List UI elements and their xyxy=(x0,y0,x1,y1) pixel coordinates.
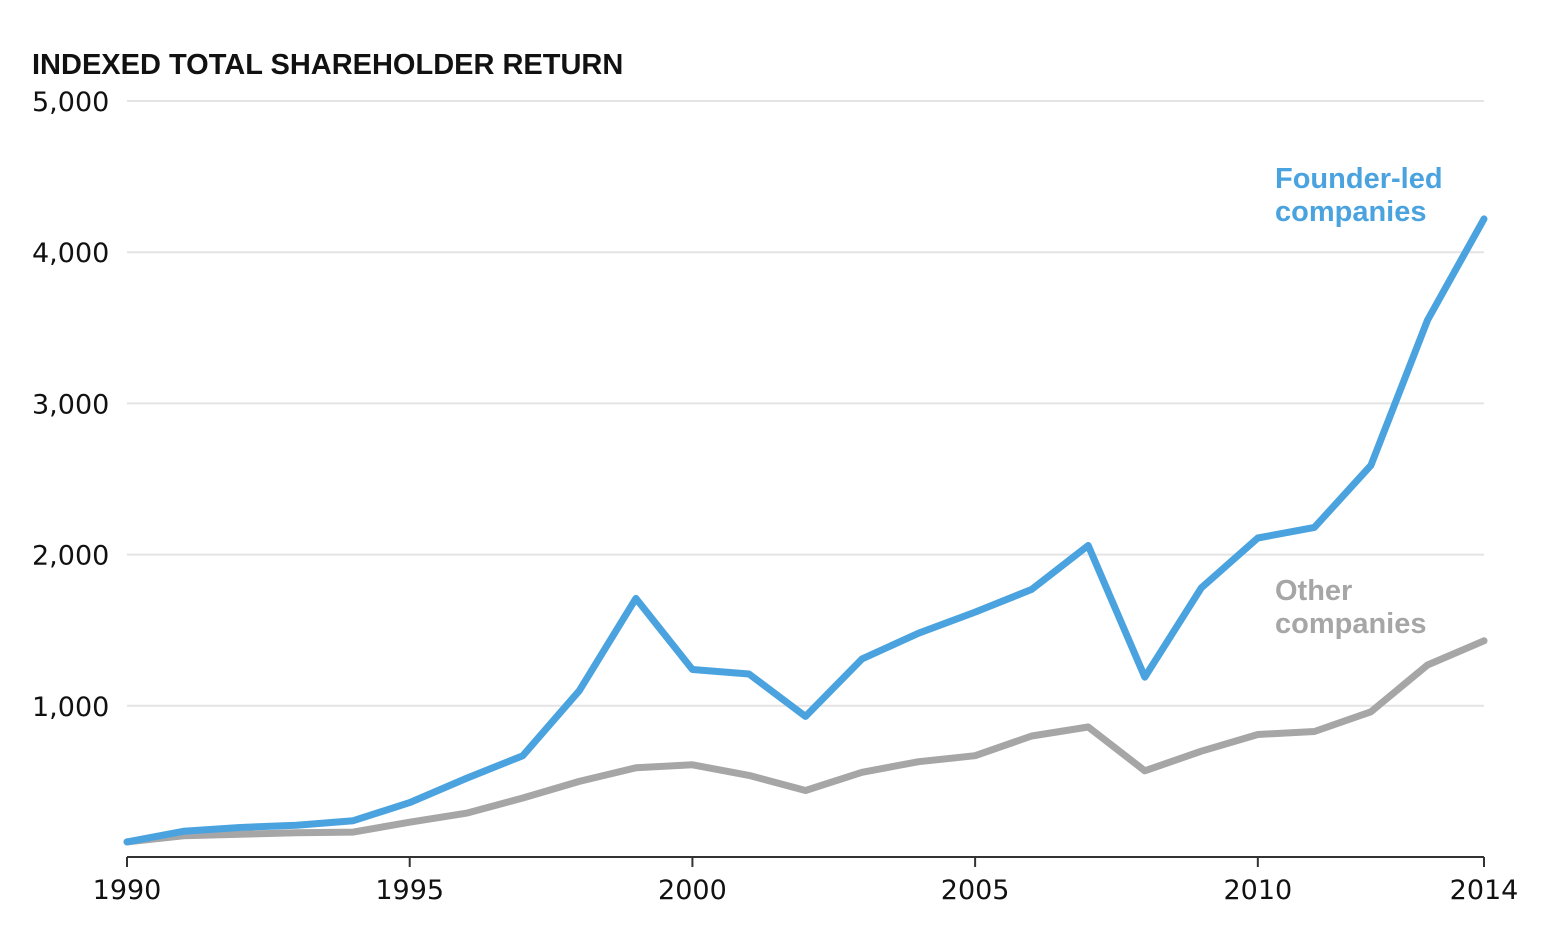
x-tick-label: 1995 xyxy=(375,875,444,906)
founder-label-line-1: Founder-led xyxy=(1275,163,1443,195)
founder-label-line-2: companies xyxy=(1275,196,1427,228)
series-label-other: Other companies xyxy=(1275,575,1427,640)
other-label-line-2: companies xyxy=(1275,608,1427,640)
x-tick-label: 2014 xyxy=(1450,875,1519,906)
y-tick-label: 3,000 xyxy=(32,389,109,420)
y-tick-label: 2,000 xyxy=(32,541,109,572)
x-tick-label: 2010 xyxy=(1223,875,1292,906)
other-label-line-1: Other xyxy=(1275,575,1352,607)
x-tick-label: 2005 xyxy=(941,875,1010,906)
y-tick-label: 4,000 xyxy=(32,238,109,269)
x-tick-label: 2000 xyxy=(658,875,727,906)
chart-title: INDEXED TOTAL SHAREHOLDER RETURN xyxy=(32,49,623,81)
y-tick-label: 5,000 xyxy=(32,87,109,118)
y-axis-labels: 1,000 2,000 3,000 4,000 5,000 xyxy=(32,87,109,723)
x-axis: 1990 1995 2000 2005 2010 2014 xyxy=(93,856,1519,906)
series-line-founder-led-companies xyxy=(123,215,1488,846)
series-line-other-companies xyxy=(123,637,1488,846)
series-label-founder-led: Founder-led companies xyxy=(1275,163,1451,228)
series-lines xyxy=(123,215,1488,846)
y-tick-label: 1,000 xyxy=(32,692,109,723)
gridlines xyxy=(127,100,1484,707)
x-tick-label: 1990 xyxy=(93,875,162,906)
